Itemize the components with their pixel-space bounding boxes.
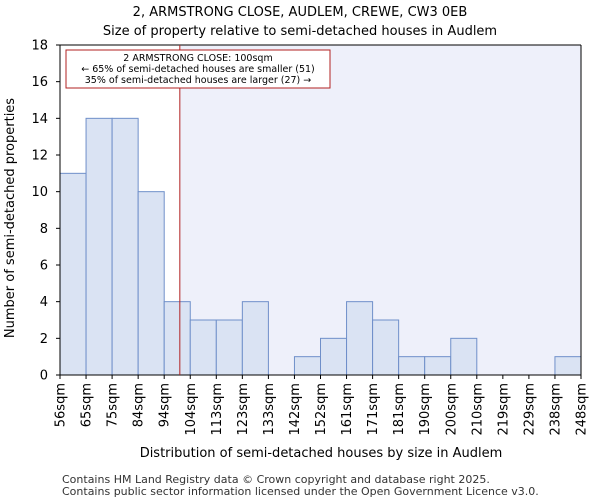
y-tick-label: 10 [31, 185, 48, 200]
y-tick-label: 16 [31, 75, 48, 90]
histogram-bar [215, 319, 243, 376]
x-tick-label: 238sqm [548, 383, 563, 436]
x-tick-label: 152sqm [314, 383, 329, 436]
x-tick-label: 56sqm [54, 383, 69, 427]
y-tick-label: 6 [40, 259, 48, 274]
x-tick-label: 113sqm [210, 383, 225, 436]
y-tick-label: 0 [40, 369, 48, 384]
y-tick-label: 8 [40, 222, 48, 237]
y-tick-label: 12 [31, 149, 48, 164]
x-axis-label: Distribution of semi-detached houses by … [140, 446, 503, 461]
x-tick-label: 75sqm [106, 383, 121, 427]
histogram-bar [320, 337, 348, 376]
x-tick-label: 84sqm [132, 383, 147, 427]
y-tick-label: 14 [31, 112, 48, 127]
x-tick-label: 190sqm [418, 383, 433, 436]
plot-area: 0 2 4 6 8 10 12 14 16 18 56sqm 65sqm 75sqm 84sqm 94sqm… [31, 39, 589, 436]
x-tick-label: 104sqm [184, 383, 199, 436]
annotation-line-1: 2 ARMSTRONG CLOSE: 100sqm [123, 53, 272, 64]
histogram-bar [293, 356, 322, 376]
chart-title: 2, ARMSTRONG CLOSE, AUDLEM, CREWE, CW3 0… [133, 5, 468, 20]
y-tick-label: 4 [40, 295, 48, 310]
x-tick-label: 248sqm [575, 383, 590, 436]
x-tick-label: 94sqm [158, 383, 173, 427]
annotation-line-3: 35% of semi-detached houses are larger (… [85, 75, 312, 86]
annotation-box [65, 49, 331, 89]
histogram-bar [163, 301, 191, 376]
histogram-bar [189, 319, 217, 376]
x-tick-label: 123sqm [236, 383, 251, 436]
histogram-bar [85, 117, 113, 376]
x-tick-label: 181sqm [392, 383, 407, 436]
x-tick-label: 65sqm [80, 383, 95, 427]
x-tick-label: 219sqm [496, 383, 511, 436]
histogram-bar [111, 117, 139, 376]
x-tick-label: 161sqm [340, 383, 355, 436]
histogram-bar [346, 301, 374, 376]
x-tick-label: 200sqm [444, 383, 459, 436]
histogram-bar [554, 356, 582, 376]
histogram-bar [241, 301, 269, 376]
histogram-bar [372, 319, 400, 376]
footer-line-2: Contains public sector information licen… [62, 485, 539, 498]
chart-subtitle: Size of property relative to semi-detach… [103, 24, 497, 39]
histogram-bar [398, 356, 426, 376]
x-tick-label: 133sqm [262, 383, 277, 436]
histogram-bar [424, 356, 452, 376]
footer-line-1: Contains HM Land Registry data © Crown c… [62, 473, 490, 486]
x-tick-label: 210sqm [470, 383, 485, 436]
y-tick-label: 18 [31, 39, 48, 54]
y-tick-label: 2 [40, 332, 48, 347]
y-axis-label: Number of semi-detached properties [3, 98, 18, 338]
histogram-bar [137, 191, 165, 376]
histogram-bar [450, 337, 478, 376]
annotation-line-2: ← 65% of semi-detached houses are smalle… [81, 64, 315, 75]
x-tick-label: 142sqm [288, 383, 303, 436]
x-tick-label: 229sqm [522, 383, 537, 436]
x-tick-label: 171sqm [366, 383, 381, 436]
histogram-bar [59, 172, 87, 376]
